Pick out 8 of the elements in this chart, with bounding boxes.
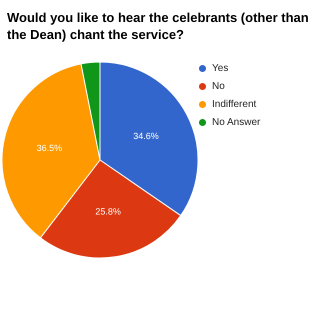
legend-label: No Answer xyxy=(212,117,262,128)
data-label: 25.8% xyxy=(95,206,121,216)
legend-label: Yes xyxy=(212,63,228,74)
chart-title: Would you like to hear the celebrants (other than the Dean) chant the service? xyxy=(7,10,312,42)
data-label: 36.5% xyxy=(36,143,62,154)
data-label: 34.6% xyxy=(133,130,159,141)
legend-label: Indifferent xyxy=(212,99,257,110)
legend-label: No xyxy=(212,81,226,92)
